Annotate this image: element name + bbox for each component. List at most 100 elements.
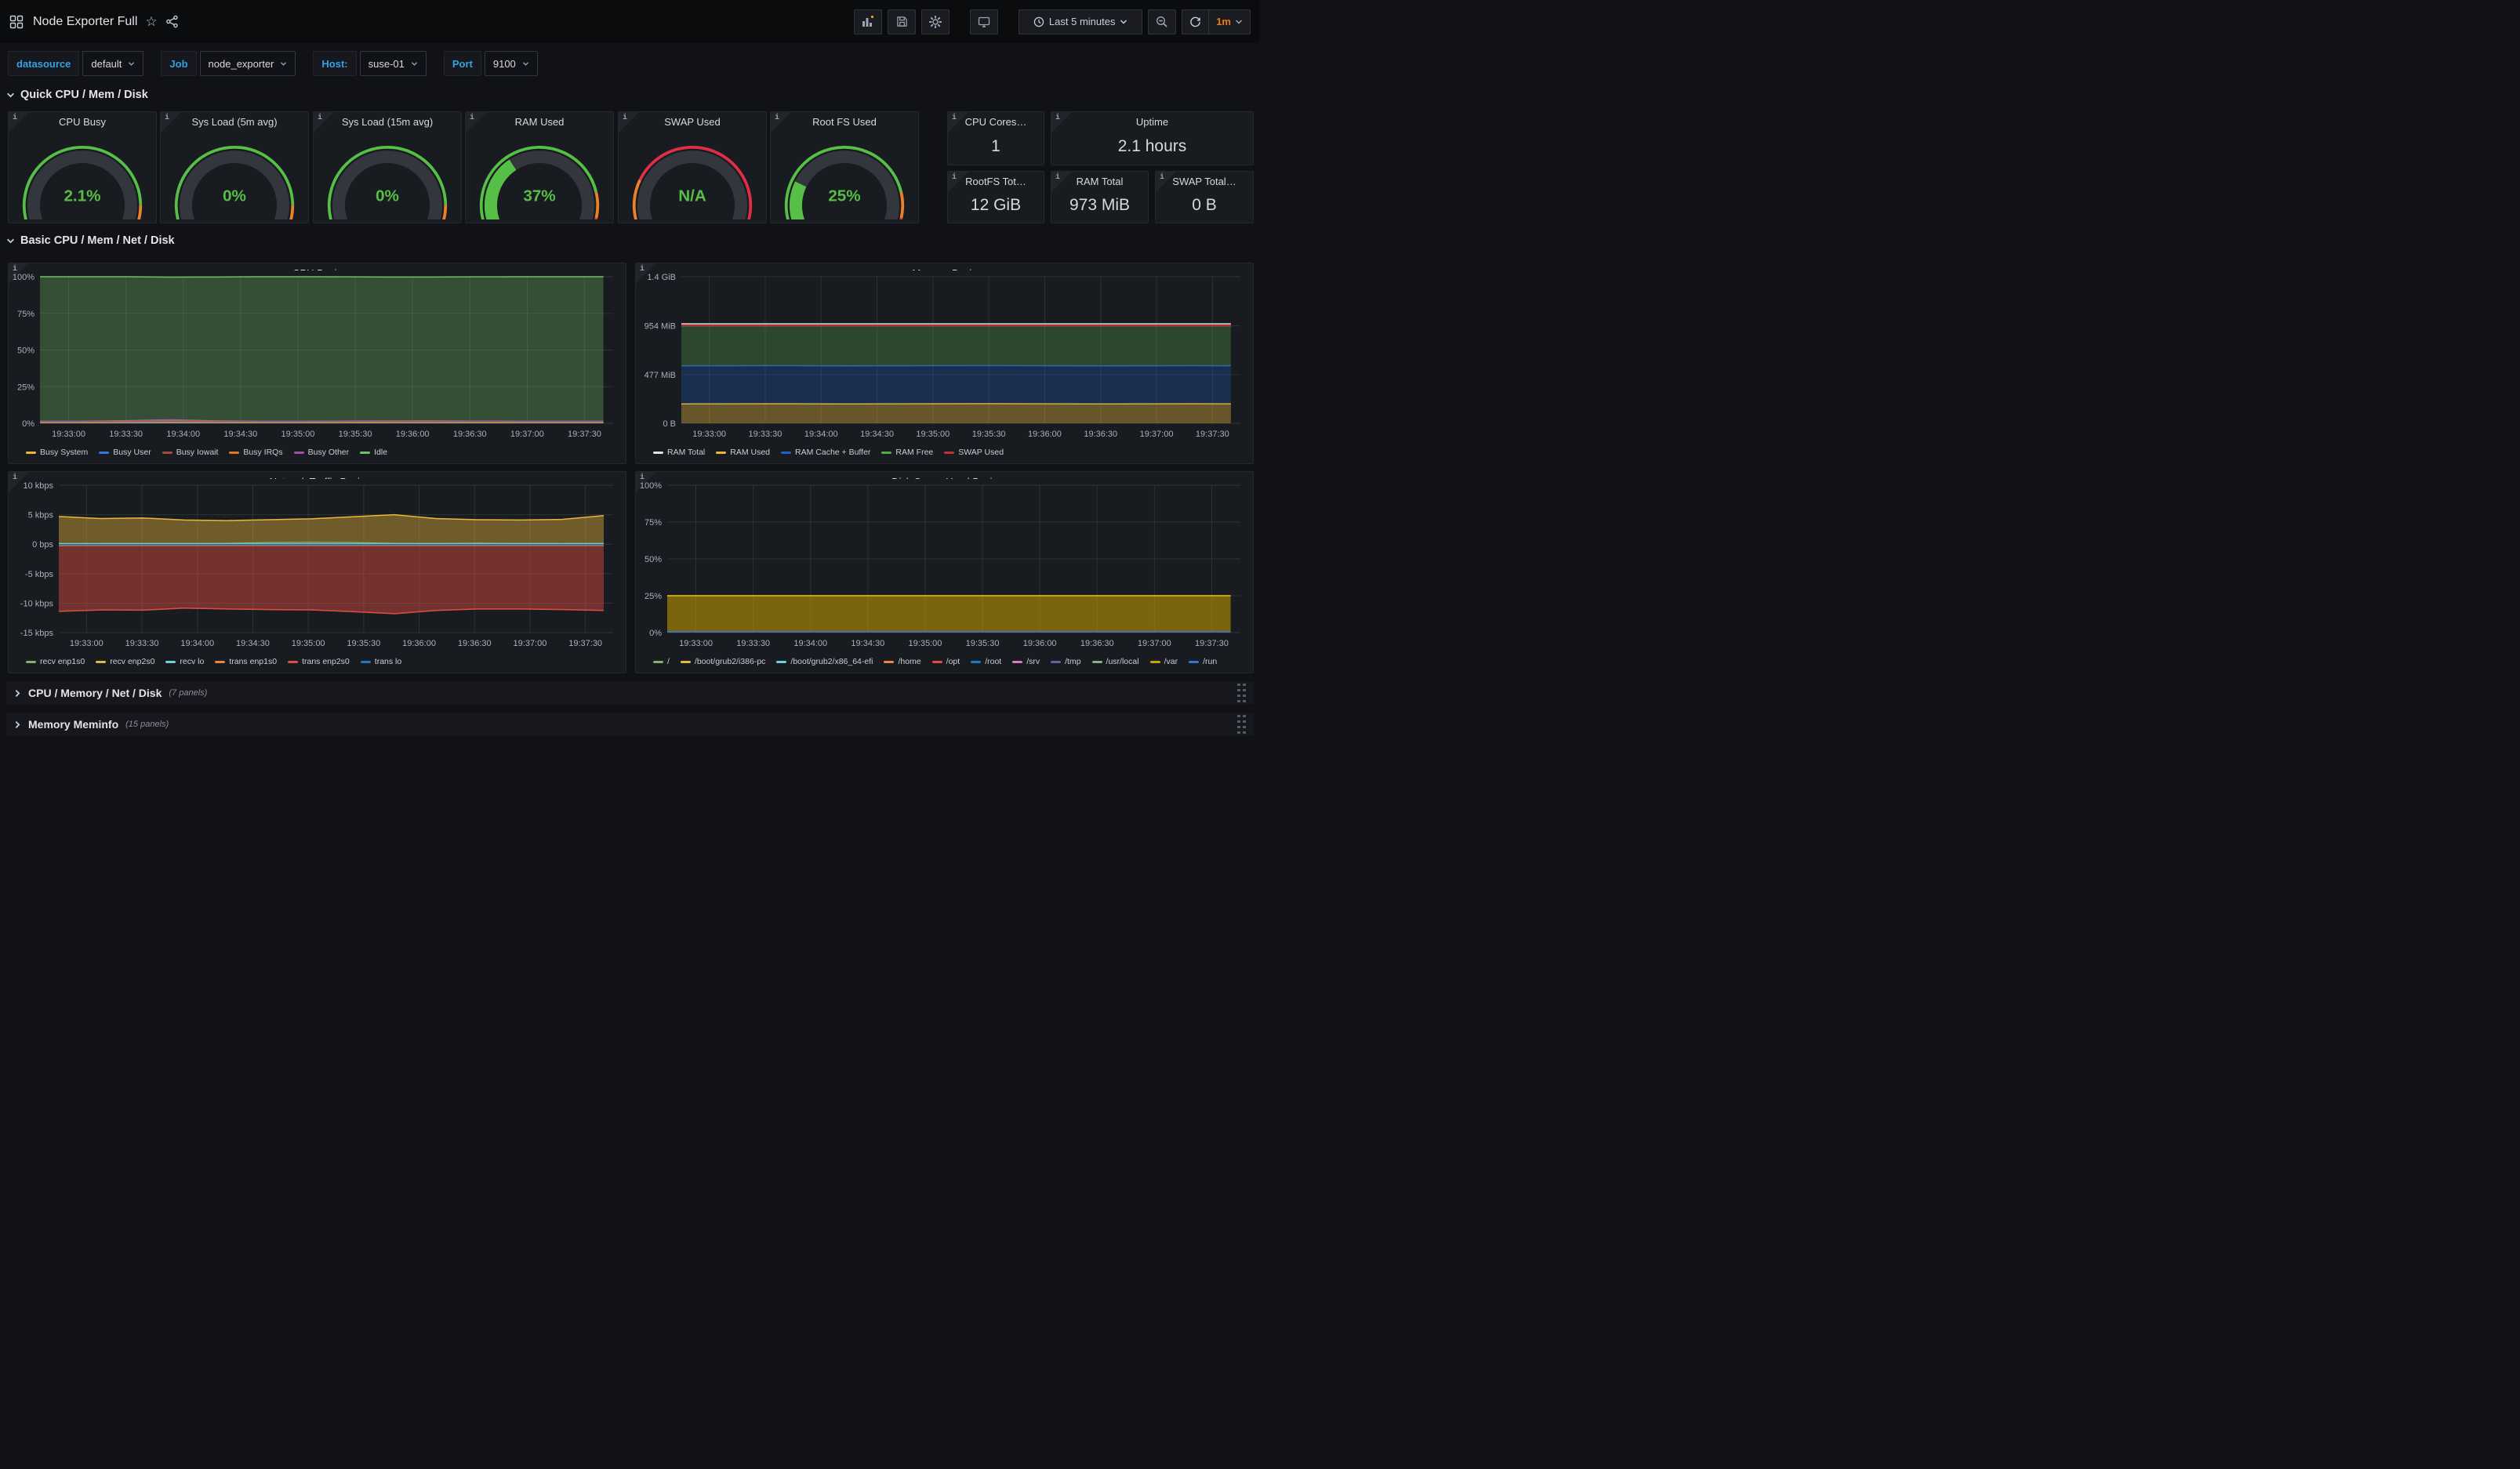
legend-item[interactable]: Busy Iowait	[162, 448, 218, 457]
legend-label: recv lo	[180, 657, 205, 666]
panel-title[interactable]: Memory Basic	[636, 263, 1253, 270]
panel-title[interactable]: Sys Load (5m avg)	[191, 116, 278, 128]
panel-info-icon[interactable]: i	[13, 473, 18, 482]
legend-item[interactable]: RAM Total	[653, 448, 705, 457]
variable-value-dropdown[interactable]: node_exporter	[199, 51, 296, 76]
panel-corner	[161, 112, 181, 132]
dashboard-settings-button[interactable]	[921, 9, 950, 34]
panel-info-icon[interactable]: i	[952, 173, 957, 182]
legend-item[interactable]: RAM Cache + Buffer	[781, 448, 870, 457]
svg-text:25%: 25%	[828, 187, 860, 205]
legend-item[interactable]: /tmp	[1051, 657, 1081, 666]
chart-cpu-basic[interactable]: 100% 75% 50% 25% 0% 19:33:00 19:33:30 19:34:00 1…	[9, 270, 626, 446]
panel-info-icon[interactable]: i	[775, 114, 780, 122]
legend-label: /usr/local	[1106, 657, 1139, 666]
gauge-sys-load-5m[interactable]: 0%	[161, 132, 308, 223]
variable-value-dropdown[interactable]: 9100	[484, 51, 538, 76]
legend-item[interactable]: /run	[1189, 657, 1217, 666]
share-icon[interactable]	[165, 15, 179, 28]
panel-info-icon[interactable]: i	[470, 114, 475, 122]
panel-title[interactable]: RAM Used	[514, 116, 565, 128]
legend-item[interactable]: /usr/local	[1091, 657, 1139, 666]
gauge-rootfs-used[interactable]: 25%	[771, 132, 918, 223]
star-icon[interactable]: ☆	[145, 14, 158, 29]
legend-item[interactable]: recv enp1s0	[26, 657, 85, 666]
legend-item[interactable]: /var	[1149, 657, 1178, 666]
panel-info-icon[interactable]: i	[318, 114, 323, 122]
gauge-ram-used[interactable]: 37%	[466, 132, 613, 223]
panel-title[interactable]: Disk Space Used Basic	[636, 472, 1253, 479]
panel-info-icon[interactable]: i	[13, 265, 18, 274]
panel-info-icon[interactable]: i	[952, 114, 957, 122]
panel-info-icon[interactable]: i	[13, 114, 18, 122]
legend-item[interactable]: Busy Other	[293, 448, 349, 457]
panel-title[interactable]: Sys Load (15m avg)	[341, 116, 434, 128]
legend-label: Idle	[374, 448, 388, 457]
panel-info-icon[interactable]: i	[623, 114, 628, 122]
gauge-swap-used[interactable]: N/A	[619, 132, 766, 223]
legend-label: trans enp1s0	[229, 657, 278, 666]
chart-memory-basic[interactable]: 1.4 GiB 954 MiB 477 MiB 0 B 19:33:00 19:33:30…	[636, 270, 1253, 446]
save-dashboard-button[interactable]	[888, 9, 917, 34]
panel-info-icon[interactable]: i	[640, 473, 645, 482]
legend-item[interactable]: Busy System	[26, 448, 88, 457]
panel-title[interactable]: CPU Basic	[9, 263, 626, 270]
legend-item[interactable]: Busy User	[99, 448, 151, 457]
collapsed-row-memory-meminfo[interactable]: Memory Meminfo (15 panels)	[6, 713, 1254, 736]
legend-item[interactable]: Idle	[360, 448, 387, 457]
panel-title[interactable]: CPU Busy	[59, 116, 106, 128]
dashboards-grid-icon[interactable]	[9, 15, 24, 29]
variable-value-dropdown[interactable]: suse-01	[359, 51, 427, 76]
legend-item[interactable]: RAM Free	[881, 448, 933, 457]
page-title[interactable]: Node Exporter Full	[33, 14, 138, 28]
variable-port: Port 9100	[443, 51, 538, 76]
legend-item[interactable]: /opt	[931, 657, 960, 666]
svg-text:19:36:00: 19:36:00	[1028, 430, 1062, 439]
panel-disk-space-used-basic: i Disk Space Used Basic 100%75%50%25%0%1…	[635, 471, 1254, 673]
row-header-basic[interactable]: Basic CPU / Mem / Net / Disk	[0, 231, 176, 252]
panel-title[interactable]: Root FS Used	[812, 116, 877, 128]
panel-info-icon[interactable]: i	[640, 265, 645, 274]
legend-item[interactable]: SWAP Used	[944, 448, 1004, 457]
legend-item[interactable]: RAM Used	[716, 448, 770, 457]
refresh-button[interactable]	[1182, 10, 1208, 34]
panel-title[interactable]: SWAP Used	[664, 116, 721, 128]
collapsed-row-cpu-memory-net-disk[interactable]: CPU / Memory / Net / Disk (7 panels)	[6, 681, 1254, 705]
legend-item[interactable]: trans lo	[360, 657, 401, 666]
legend-item[interactable]: Busy IRQs	[229, 448, 283, 457]
time-range-picker[interactable]: Last 5 minutes	[1019, 9, 1143, 34]
legend-item[interactable]: /root	[971, 657, 1001, 666]
panel-info-icon[interactable]: i	[1055, 114, 1061, 122]
zoom-out-time-button[interactable]	[1148, 9, 1177, 34]
legend-item[interactable]: recv enp2s0	[96, 657, 154, 666]
legend-item[interactable]: /home	[884, 657, 921, 666]
chart-disk-space-used[interactable]: 100% 75% 50% 25% 0% 19:33:00 19:33:30 19:34:00 1…	[636, 479, 1253, 655]
chevron-down-icon	[1120, 19, 1127, 24]
panel-info-icon[interactable]: i	[1160, 173, 1165, 182]
panel-title[interactable]: Network Traffic Basic	[9, 472, 626, 479]
row-header-quick[interactable]: Quick CPU / Mem / Disk	[0, 85, 150, 106]
chart-network-traffic[interactable]: 10 kbps 5 kbps 0 bps -5 kbps -10 kbps -15 kbp…	[9, 479, 626, 655]
row-drag-handle[interactable]	[1237, 683, 1246, 703]
legend-item[interactable]: recv lo	[165, 657, 204, 666]
gauge-sys-load-15m[interactable]: 0%	[314, 132, 461, 223]
panel-corner	[9, 263, 29, 284]
legend-item[interactable]: trans enp2s0	[288, 657, 350, 666]
variable-value-dropdown[interactable]: default	[82, 51, 144, 76]
refresh-interval-picker[interactable]: 1m	[1208, 9, 1250, 34]
legend-item[interactable]: trans enp1s0	[215, 657, 277, 666]
svg-text:10 kbps: 10 kbps	[23, 481, 53, 491]
gauge-cpu-busy[interactable]: 2.1%	[9, 132, 156, 223]
row-drag-handle[interactable]	[1237, 714, 1246, 734]
panel-info-icon[interactable]: i	[1055, 173, 1061, 182]
legend-item[interactable]: /	[653, 657, 670, 666]
add-panel-button[interactable]	[854, 9, 883, 34]
cycle-view-mode-button[interactable]	[970, 9, 999, 34]
legend-item[interactable]: /boot/grub2/x86_64-efi	[776, 657, 873, 666]
panel-info-icon[interactable]: i	[165, 114, 170, 122]
legend-item[interactable]: /srv	[1012, 657, 1040, 666]
panel-ram-used: i RAM Used 37%	[465, 111, 614, 223]
legend-item[interactable]: /boot/grub2/i386-pc	[680, 657, 765, 666]
legend-label: /opt	[946, 657, 960, 666]
panel-title[interactable]: Uptime	[1135, 116, 1169, 128]
